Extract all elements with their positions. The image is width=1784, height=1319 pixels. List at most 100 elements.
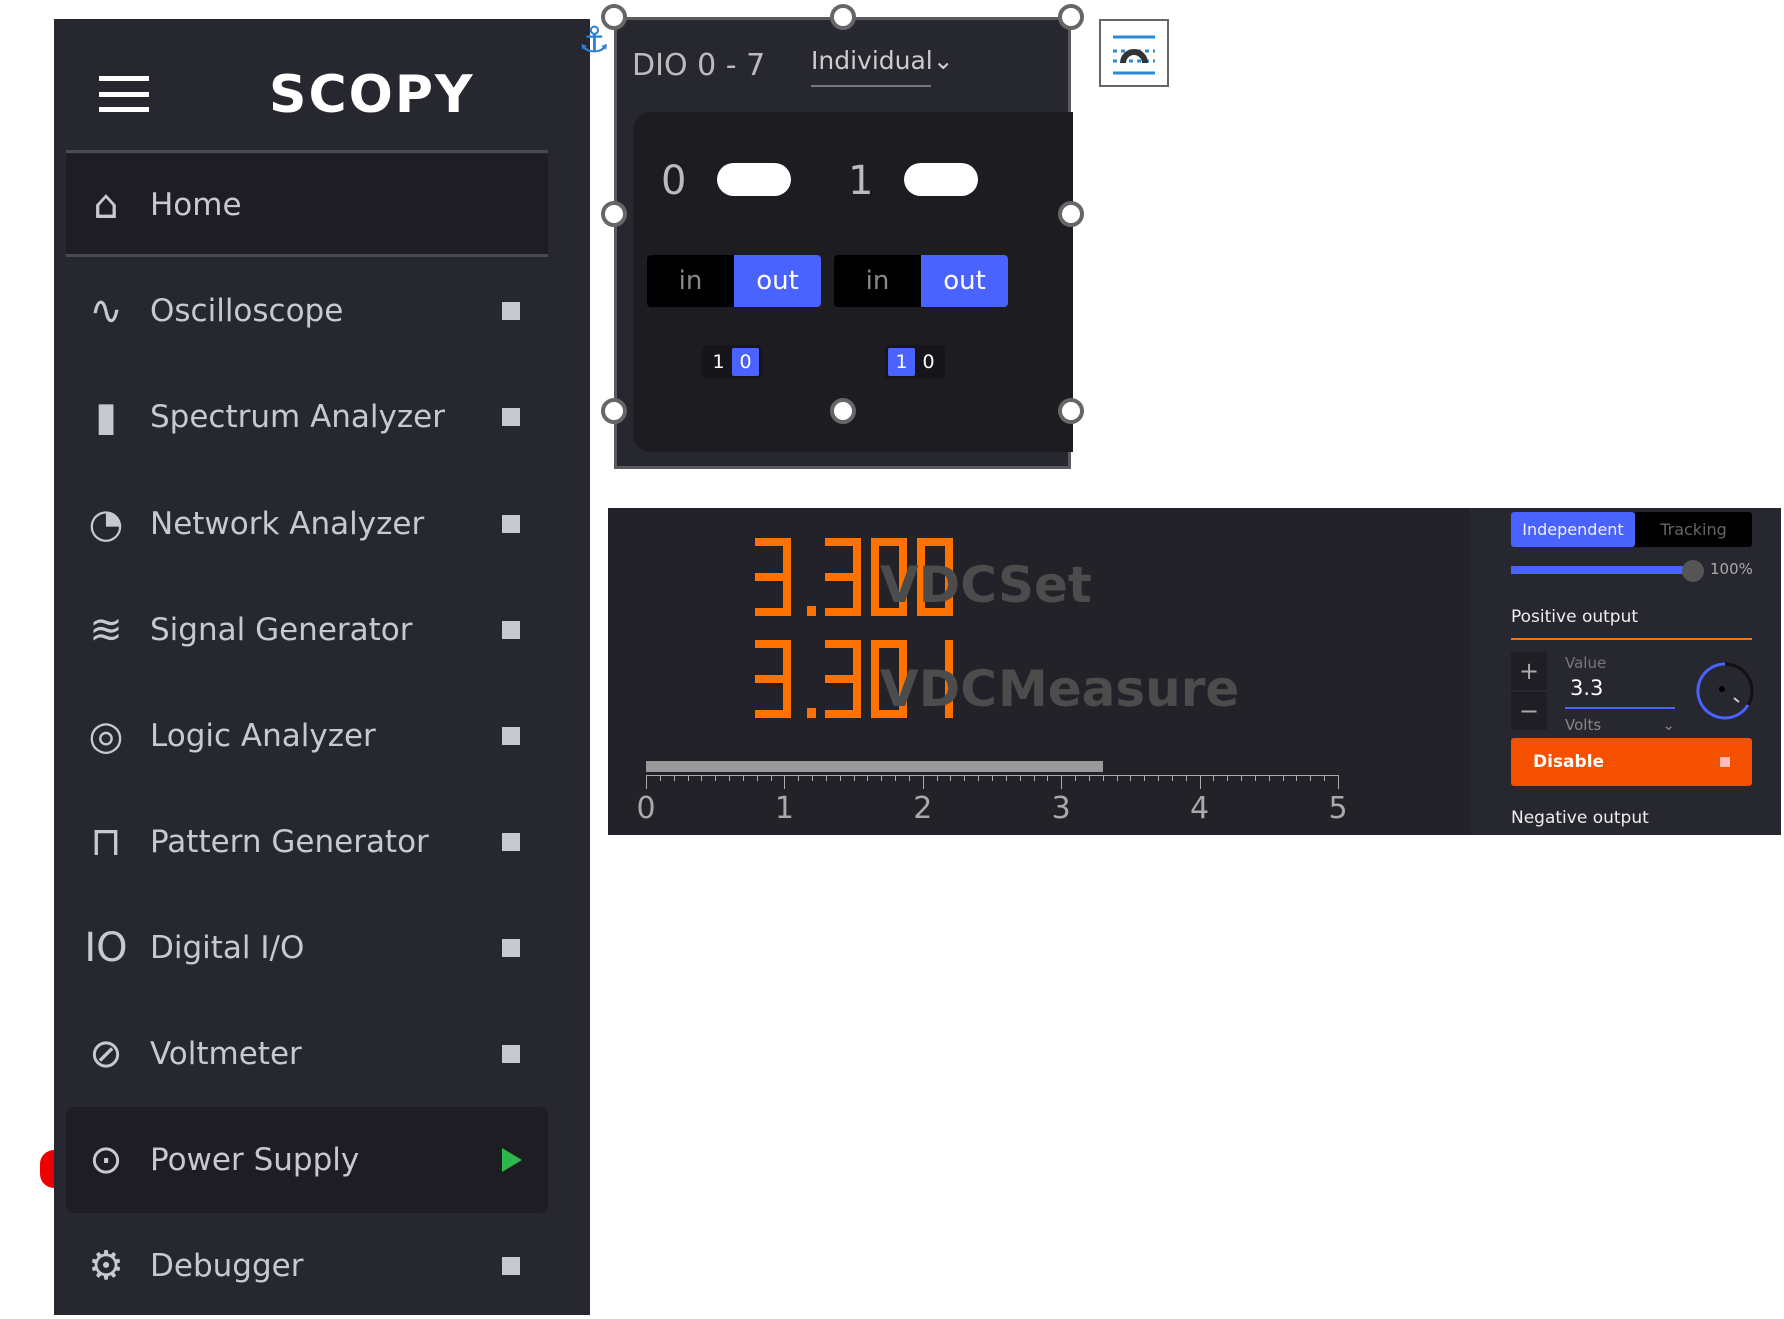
settings-panel: Independent Tracking 100% Positive outpu… bbox=[1470, 508, 1781, 835]
voltage-scale: 0 1 2 3 4 5 bbox=[636, 761, 1348, 831]
bit-1-button[interactable]: 1 bbox=[712, 351, 725, 373]
tracking-ratio: 100% bbox=[1710, 560, 1753, 578]
measure-digit-segment bbox=[755, 710, 791, 718]
stop-icon[interactable] bbox=[502, 1045, 520, 1063]
sidebar-item-logic-analyzer[interactable]: ◎ Logic Analyzer bbox=[66, 683, 548, 789]
sidebar-item-digital-i-o[interactable]: IO Digital I/O bbox=[66, 895, 548, 1001]
chevron-down-icon: ⌄ bbox=[1662, 716, 1675, 734]
stop-icon[interactable] bbox=[502, 939, 520, 957]
measure-digit-segment bbox=[945, 640, 953, 679]
sidebar-item-label: Power Supply bbox=[150, 1142, 360, 1178]
negative-output-heading: Negative output bbox=[1511, 808, 1649, 828]
mode-dropdown[interactable]: Individual⌄ bbox=[811, 46, 954, 87]
value-knob[interactable] bbox=[1694, 660, 1756, 722]
increment-button[interactable]: + bbox=[1511, 652, 1547, 690]
channel-number: 0 bbox=[661, 158, 687, 204]
scopy-logo: SCOPY bbox=[269, 65, 475, 125]
scale-tick bbox=[992, 775, 993, 781]
stop-icon[interactable] bbox=[502, 833, 520, 851]
sidebar-item-voltmeter[interactable]: ⊘ Voltmeter bbox=[66, 1001, 548, 1107]
voltmeter-icon: ⊘ bbox=[89, 1031, 123, 1077]
scale-tick bbox=[1282, 775, 1284, 781]
stop-icon[interactable] bbox=[502, 1257, 520, 1275]
sidebar-item-oscilloscope[interactable]: ∿ Oscilloscope bbox=[66, 258, 548, 364]
resize-handle[interactable] bbox=[601, 4, 627, 30]
independent-label: Independent bbox=[1522, 520, 1624, 539]
gear-icon: ⚙ bbox=[88, 1243, 124, 1289]
resize-handle[interactable] bbox=[1058, 201, 1084, 227]
unit-dropdown[interactable]: Volts ⌄ bbox=[1565, 716, 1675, 734]
scale-tick bbox=[756, 775, 758, 781]
stop-icon[interactable] bbox=[502, 621, 520, 639]
resize-handle[interactable] bbox=[601, 201, 627, 227]
scale-tick bbox=[1227, 775, 1229, 781]
bit-1-button[interactable]: 1 bbox=[888, 348, 915, 376]
scale-label: 2 bbox=[913, 791, 933, 826]
resize-handle[interactable] bbox=[830, 4, 856, 30]
decrement-button[interactable]: − bbox=[1511, 692, 1547, 730]
scale-tick bbox=[812, 775, 814, 781]
tracking-slider[interactable] bbox=[1511, 566, 1693, 574]
direction-switch[interactable]: in out bbox=[647, 255, 821, 307]
stop-icon[interactable] bbox=[502, 727, 520, 745]
out-button[interactable]: out bbox=[921, 255, 1008, 307]
resize-handle[interactable] bbox=[1058, 4, 1084, 30]
sidebar-item-pattern-generator[interactable]: ⊓ Pattern Generator bbox=[66, 789, 548, 895]
resize-handle[interactable] bbox=[1058, 398, 1084, 424]
sidebar-item-debugger[interactable]: ⚙ Debugger bbox=[66, 1213, 548, 1319]
disable-button[interactable]: Disable bbox=[1511, 738, 1752, 786]
sidebar-item-power-supply[interactable]: ⊙ Power Supply bbox=[66, 1107, 548, 1213]
stop-icon[interactable] bbox=[502, 515, 520, 533]
independent-button[interactable]: Independent bbox=[1511, 512, 1635, 547]
scale-tick bbox=[784, 775, 786, 789]
scale-tick bbox=[881, 775, 883, 781]
scale-tick bbox=[770, 775, 772, 781]
scale-label: 5 bbox=[1328, 791, 1348, 826]
set-digit-segment bbox=[755, 538, 791, 546]
sidebar-item-spectrum-analyzer[interactable]: ▮ Spectrum Analyzer bbox=[66, 364, 548, 470]
power-icon: ⊙ bbox=[89, 1137, 123, 1183]
set-digit-segment bbox=[825, 608, 861, 616]
direction-switch[interactable]: in out bbox=[834, 255, 1008, 307]
dio-panel[interactable]: DIO 0 - 7 Individual⌄ 0 in out 1 0 1 in out 1 0 bbox=[601, 4, 1084, 469]
resize-handle[interactable] bbox=[601, 398, 627, 424]
slider-handle[interactable] bbox=[1682, 560, 1704, 582]
sidebar-item-signal-generator[interactable]: ≋ Signal Generator bbox=[66, 577, 548, 683]
set-digit-segment bbox=[783, 577, 791, 616]
value-input[interactable]: 3.3 bbox=[1565, 676, 1675, 709]
scale-tick bbox=[1005, 775, 1007, 781]
measure-digit-segment bbox=[825, 640, 861, 648]
out-button[interactable]: out bbox=[734, 255, 821, 307]
set-digit-segment bbox=[871, 577, 879, 616]
scale-label: 1 bbox=[774, 791, 794, 826]
scale-tick bbox=[1171, 775, 1173, 781]
text-wrap-icon[interactable] bbox=[1099, 19, 1169, 87]
sidebar-item-network-analyzer[interactable]: ◔ Network Analyzer bbox=[66, 471, 548, 577]
mode-switch[interactable]: Independent Tracking bbox=[1511, 512, 1752, 547]
sidebar: SCOPY ⌂ Home ∿ Oscilloscope ▮ Spectrum Analyz… bbox=[54, 19, 590, 1315]
dio-icon: IO bbox=[84, 925, 128, 971]
in-button[interactable]: in bbox=[647, 255, 734, 307]
resize-handle[interactable] bbox=[830, 398, 856, 424]
scale-tick bbox=[1088, 775, 1090, 781]
bit-0-button[interactable]: 0 bbox=[922, 351, 935, 373]
scale-tick bbox=[1213, 775, 1215, 781]
hamburger-menu-icon[interactable] bbox=[99, 76, 149, 112]
scale-tick bbox=[673, 775, 675, 781]
measure-digit-segment bbox=[755, 640, 791, 648]
scale-tick bbox=[1158, 775, 1160, 781]
chevron-down-icon: ⌄ bbox=[932, 46, 954, 75]
set-digit-segment bbox=[917, 577, 925, 616]
sidebar-item-home[interactable]: ⌂ Home bbox=[66, 154, 548, 255]
bit-0-button[interactable]: 0 bbox=[732, 348, 759, 376]
set-digit-segment bbox=[917, 538, 953, 546]
tracking-button[interactable]: Tracking bbox=[1635, 512, 1752, 547]
scale-tick bbox=[825, 775, 827, 781]
play-icon[interactable] bbox=[502, 1148, 522, 1172]
stop-icon[interactable] bbox=[502, 408, 520, 426]
in-button[interactable]: in bbox=[834, 255, 921, 307]
dio-title: DIO 0 - 7 bbox=[632, 48, 766, 83]
stop-icon[interactable] bbox=[502, 302, 520, 320]
